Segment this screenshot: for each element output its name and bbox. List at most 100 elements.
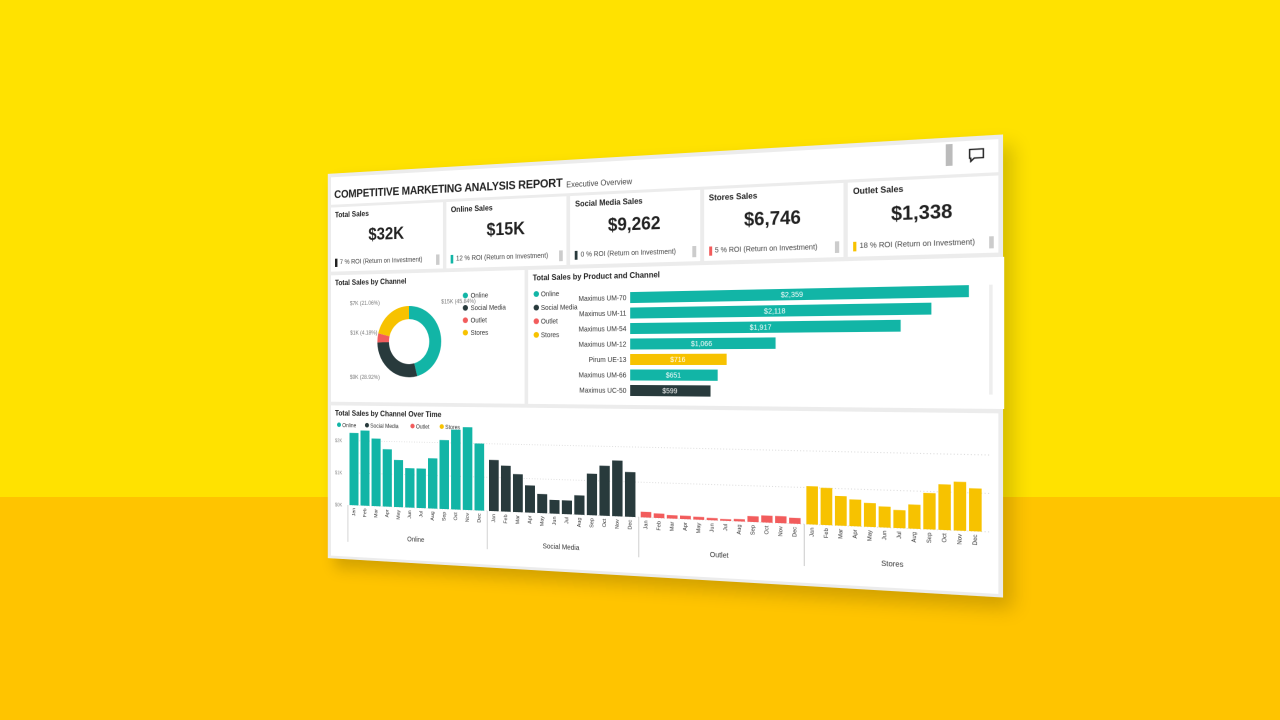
month-tick-label: Feb (823, 528, 830, 538)
legend-label[interactable]: Social Media (471, 304, 507, 312)
month-bar[interactable] (969, 488, 982, 531)
month-bar[interactable] (501, 466, 511, 512)
donut-chart: $15K (45.84%) $9K (28.92%) $1K (4.18%) $7K … (335, 283, 520, 399)
month-tick-label: Apr (527, 515, 533, 524)
month-bar[interactable] (599, 466, 609, 516)
bar-value-label: $1,066 (691, 341, 713, 349)
month-bar[interactable] (625, 472, 635, 517)
month-bar[interactable] (372, 438, 381, 506)
month-tick-label: Jul (564, 517, 570, 524)
month-tick-label: Feb (503, 514, 509, 524)
month-bar[interactable] (587, 474, 597, 516)
month-bar[interactable] (549, 500, 559, 514)
kpi-gauge (436, 254, 439, 265)
legend-marker (337, 422, 341, 427)
month-tick-label: Dec (792, 526, 799, 537)
month-bar[interactable] (879, 506, 891, 527)
month-tick-label: Sep (750, 525, 757, 536)
roi-indicator (335, 259, 337, 267)
month-bar[interactable] (864, 503, 876, 527)
month-bar[interactable] (954, 482, 967, 531)
legend-marker (440, 424, 444, 429)
legend-label[interactable]: Online (541, 291, 560, 299)
month-bar[interactable] (405, 468, 414, 508)
month-bar[interactable] (693, 517, 704, 520)
month-bar[interactable] (394, 460, 403, 507)
month-bar[interactable] (612, 460, 622, 516)
month-tick-label: Dec (477, 513, 483, 523)
legend-label[interactable]: Stores (471, 330, 489, 337)
month-bar[interactable] (806, 486, 818, 525)
legend-label[interactable]: Outlet (541, 318, 558, 326)
product-label: Maximus UM-66 (579, 372, 627, 380)
month-bar[interactable] (463, 427, 473, 510)
month-bar[interactable] (908, 504, 920, 529)
dashboard-panel: COMPETITIVE MARKETING ANALYSIS REPORT Ex… (328, 134, 1003, 597)
month-bar[interactable] (893, 510, 905, 529)
kpi-value: $32K (335, 222, 439, 246)
month-bar[interactable] (350, 433, 359, 506)
scrollbar[interactable] (946, 144, 953, 166)
kpi-gauge (692, 246, 696, 257)
legend-label[interactable]: Online (342, 423, 356, 429)
donut-slice-social-media[interactable] (377, 342, 417, 377)
scrollbar[interactable] (989, 285, 992, 395)
month-bar[interactable] (761, 515, 772, 522)
month-bar[interactable] (417, 468, 426, 508)
legend-label[interactable]: Outlet (471, 317, 487, 324)
month-tick-label: Apr (852, 529, 859, 539)
report-subtitle: Executive Overview (566, 177, 632, 189)
roi-indicator (853, 242, 856, 252)
month-bar[interactable] (562, 500, 572, 514)
kpi-card: Outlet Sales $1,338 18 % ROI (Return on In… (848, 175, 999, 256)
month-bar[interactable] (775, 516, 786, 523)
comment-button[interactable] (959, 139, 993, 169)
kpi-card: Social Media Sales $9,262 0 % ROI (Return … (571, 190, 700, 265)
roi-text: 12 % ROI (Return on Investment) (456, 253, 548, 263)
month-bar[interactable] (525, 485, 535, 513)
month-tick-label: Apr (385, 509, 390, 517)
month-bar[interactable] (641, 512, 652, 518)
month-bar[interactable] (720, 519, 731, 521)
month-tick-label: Mar (838, 528, 845, 539)
month-tick-label: Aug (911, 532, 918, 543)
month-bar[interactable] (680, 516, 691, 520)
month-bar[interactable] (734, 519, 745, 522)
legend-label[interactable]: Outlet (416, 424, 430, 430)
legend-marker (534, 291, 539, 297)
product-label: Maximus UM-54 (579, 326, 627, 334)
kpi-roi: 0 % ROI (Return on Investment) (575, 248, 676, 260)
legend-label[interactable]: Social Media (370, 424, 399, 431)
month-bar[interactable] (383, 449, 392, 507)
month-bar[interactable] (574, 495, 584, 515)
month-tick-label: Jan (809, 527, 816, 537)
month-bar[interactable] (451, 430, 461, 510)
month-bar[interactable] (789, 518, 800, 524)
month-bar[interactable] (821, 488, 833, 526)
month-tick-label: Feb (363, 508, 368, 517)
month-bar[interactable] (747, 516, 758, 522)
kpi-label: Total Sales (335, 206, 439, 219)
month-bar[interactable] (537, 494, 547, 513)
month-bar[interactable] (707, 518, 718, 521)
kpi-value: $1,338 (853, 199, 993, 227)
y-tick-label: $1K (335, 470, 343, 475)
month-bar[interactable] (513, 474, 523, 512)
legend-marker (463, 317, 468, 323)
month-bar[interactable] (835, 496, 847, 526)
kpi-roi: 18 % ROI (Return on Investment) (853, 238, 975, 252)
month-bar[interactable] (938, 484, 950, 530)
month-bar[interactable] (440, 440, 449, 509)
legend-label[interactable]: Stores (541, 332, 560, 339)
donut-slice-stores[interactable] (378, 306, 409, 336)
legend-label[interactable]: Online (471, 292, 489, 300)
month-bar[interactable] (361, 430, 370, 505)
legend-label[interactable]: Social Media (541, 304, 578, 312)
month-bar[interactable] (923, 493, 935, 530)
month-bar[interactable] (849, 499, 861, 526)
month-bar[interactable] (475, 443, 485, 510)
month-bar[interactable] (654, 513, 665, 518)
month-bar[interactable] (489, 460, 499, 511)
month-bar[interactable] (667, 515, 678, 519)
month-bar[interactable] (428, 458, 437, 509)
